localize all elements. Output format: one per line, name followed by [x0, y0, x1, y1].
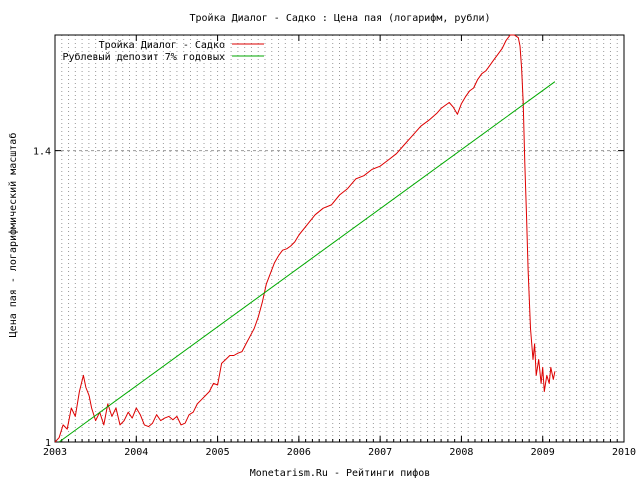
plot-frame — [54, 34, 625, 443]
x-tick-label: 2005 — [206, 447, 230, 458]
x-axis-label: Monetarism.Ru - Рейтинги пифов — [250, 467, 431, 479]
legend-label-deposit: Рублевый депозит 7% годовых — [62, 51, 225, 63]
axes — [54, 34, 625, 443]
legend: Тройка Диалог - Садко Рублевый депозит 7… — [62, 39, 264, 63]
x-tick-label: 2010 — [612, 447, 636, 458]
grid — [55, 35, 624, 442]
x-tick-label: 2009 — [531, 447, 555, 458]
x-tick-label: 2007 — [368, 447, 392, 458]
y-tick-label: 1.4 — [33, 147, 51, 158]
legend-label-fund: Тройка Диалог - Садко — [99, 39, 225, 51]
deposit-line — [58, 81, 556, 443]
x-tick-label: 2006 — [287, 447, 311, 458]
chart-title: Тройка Диалог - Садко : Цена пая (логари… — [189, 12, 490, 24]
y-axis-label: Цена пая - логарифмический масштаб — [7, 133, 19, 338]
tick-labels: 1 1.4 2003 2004 2005 2006 2007 2008 2009 2010 — [33, 147, 636, 458]
x-tick-label: 2003 — [43, 447, 67, 458]
fund-price-line — [54, 34, 556, 443]
y-tick-label: 1 — [45, 438, 51, 449]
series — [54, 34, 556, 443]
x-tick-label: 2008 — [449, 447, 473, 458]
x-tick-label: 2004 — [124, 447, 148, 458]
